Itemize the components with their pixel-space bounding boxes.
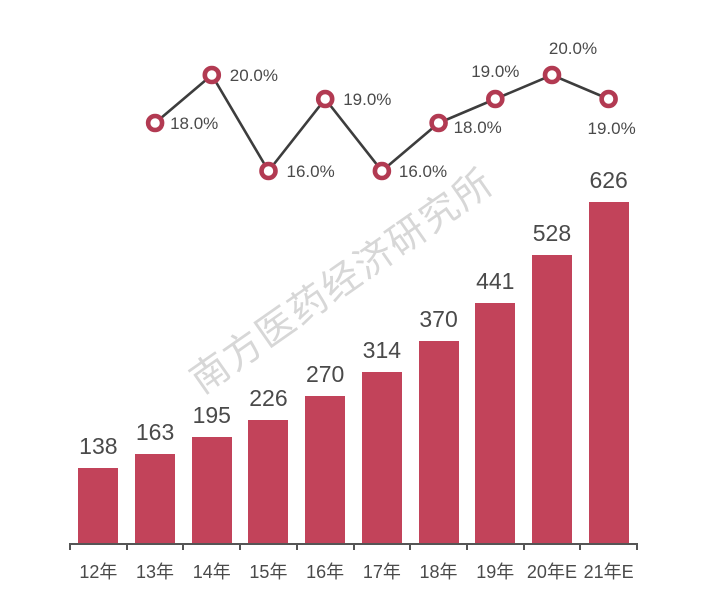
- x-axis-label: 21年E: [583, 562, 634, 582]
- line-value-label: 20.0%: [549, 39, 597, 58]
- x-axis-tick: [579, 543, 582, 550]
- bar-value-label: 528: [532, 220, 572, 247]
- bar-12年: [78, 467, 119, 543]
- x-axis-label: 13年: [136, 562, 175, 582]
- x-axis-label: 18年: [419, 562, 458, 582]
- bar-13年: [135, 454, 176, 543]
- x-axis-label: 20年E: [526, 562, 577, 582]
- line-value-label: 19.0%: [587, 119, 635, 138]
- x-axis-tick: [522, 543, 525, 550]
- x-axis-tick: [636, 543, 638, 550]
- bar-value-label: 626: [589, 166, 628, 193]
- x-axis-tick: [409, 543, 412, 550]
- x-axis-tick: [465, 543, 468, 550]
- bar-value-label: 163: [135, 419, 175, 446]
- x-axis-tick: [125, 543, 128, 550]
- bar-value-label: 370: [419, 306, 458, 333]
- line-value-label: 18.0%: [170, 114, 218, 133]
- line-marker: [429, 113, 448, 133]
- x-axis-tick: [69, 543, 71, 550]
- bar-18年: [418, 341, 459, 543]
- x-axis-label: 12年: [79, 562, 118, 582]
- growth-line: [154, 73, 610, 174]
- bar-21年E: [588, 201, 629, 543]
- line-marker: [542, 65, 562, 85]
- x-axis-label: 14年: [192, 562, 231, 582]
- x-axis-label: 17年: [362, 562, 401, 582]
- bar-20年E: [531, 255, 572, 543]
- x-axis-label: 15年: [249, 562, 288, 582]
- bar-value-label: 314: [362, 336, 402, 363]
- line-marker: [372, 161, 392, 181]
- bar-value-label: 270: [305, 360, 345, 387]
- line-value-label: 20.0%: [230, 66, 278, 85]
- bar-value-label: 441: [476, 267, 515, 294]
- bar-17年: [361, 371, 402, 543]
- line-marker: [259, 161, 278, 181]
- bar-value-label: 138: [79, 432, 118, 459]
- bar-16年: [305, 395, 346, 543]
- bar-15年: [248, 419, 289, 543]
- x-axis-tick: [352, 543, 355, 550]
- line-value-label: 18.0%: [454, 118, 502, 137]
- line-value-label: 16.0%: [287, 162, 335, 181]
- bar-value-label: 226: [249, 384, 288, 411]
- line-marker: [485, 89, 505, 109]
- line-marker: [599, 89, 618, 109]
- x-axis-tick: [295, 543, 298, 550]
- line-value-label: 19.0%: [343, 90, 391, 109]
- line-marker: [202, 65, 222, 85]
- x-axis-label: 16年: [306, 562, 345, 582]
- x-axis-tick: [182, 543, 185, 550]
- bar-19年: [475, 302, 516, 543]
- line-marker: [145, 113, 165, 133]
- bar-14年: [191, 436, 232, 543]
- x-axis-label: 19年: [476, 562, 515, 582]
- line-marker: [315, 89, 335, 109]
- x-axis-tick: [239, 543, 242, 550]
- line-value-label: 19.0%: [471, 62, 519, 81]
- bar-value-label: 195: [192, 401, 231, 428]
